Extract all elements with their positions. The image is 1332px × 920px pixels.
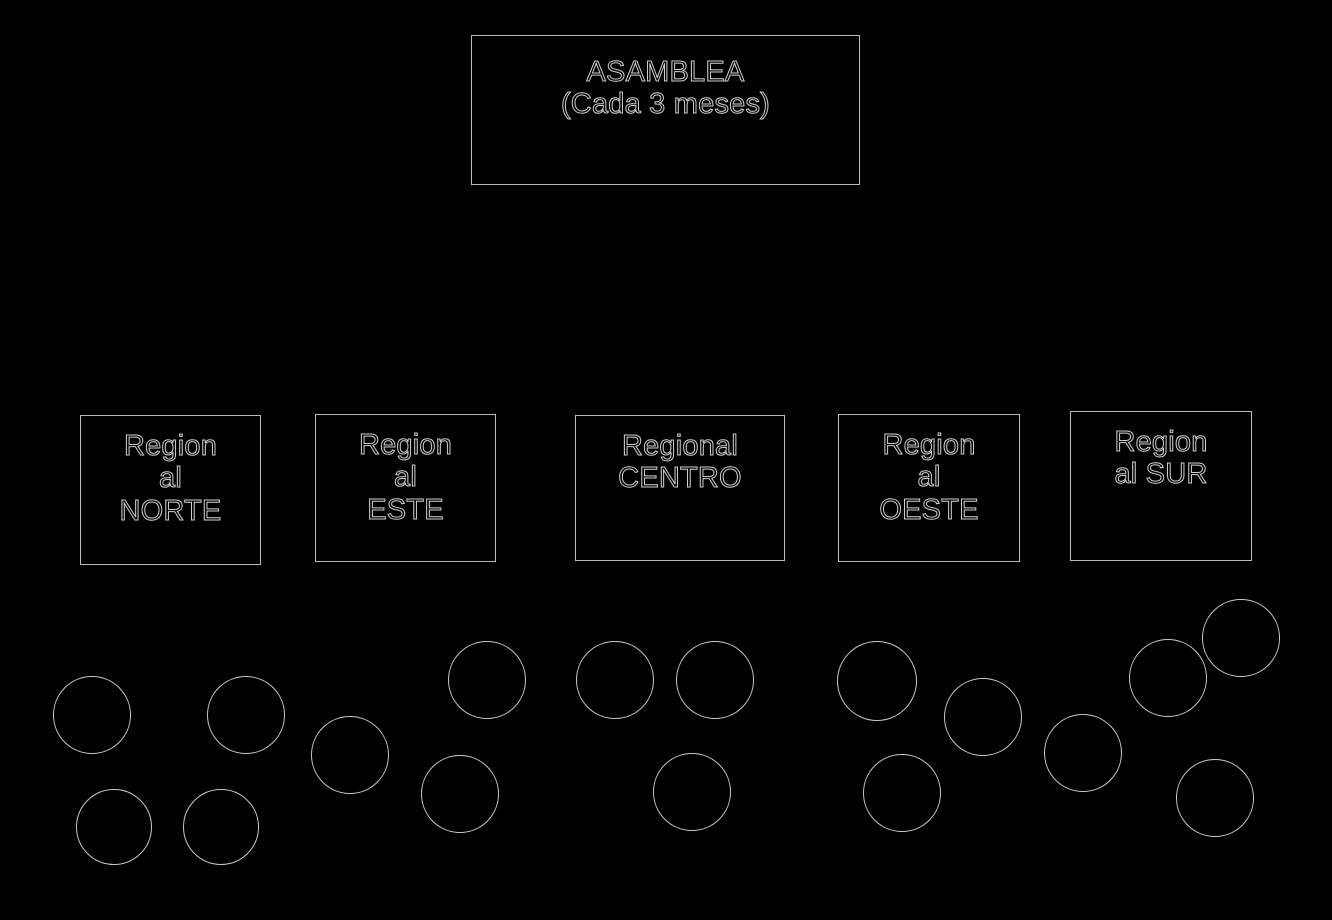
group-sur-circle[interactable] [1044,714,1122,792]
group-sur-circle[interactable] [1176,759,1254,837]
assembly-node-label: ASAMBLEA (Cada 3 meses) [560,56,771,121]
assembly-node[interactable]: ASAMBLEA (Cada 3 meses) [471,35,860,185]
group-norte-circle[interactable] [183,789,259,865]
regional-node-este[interactable]: Region al ESTE [315,414,496,562]
regional-node-label-sur: Region al SUR [1114,426,1208,491]
group-norte-circle[interactable] [76,789,152,865]
group-oeste-circle[interactable] [837,641,917,721]
regional-node-label-norte: Region al NORTE [119,429,222,527]
group-norte-circle[interactable] [53,676,131,754]
regional-node-label-este: Region al ESTE [358,428,453,526]
group-centro-circle[interactable] [653,753,731,831]
group-oeste-circle[interactable] [863,754,941,832]
regional-node-norte[interactable]: Region al NORTE [80,415,261,565]
group-norte-circle[interactable] [207,676,285,754]
regional-node-oeste[interactable]: Region al OESTE [838,414,1020,562]
regional-node-centro[interactable]: Regional CENTRO [575,415,785,561]
group-sur-circle[interactable] [1129,639,1207,717]
regional-node-label-oeste: Region al OESTE [879,428,979,526]
group-centro-circle[interactable] [676,641,754,719]
group-centro-circle[interactable] [576,641,654,719]
group-sur-circle[interactable] [1202,599,1280,677]
regional-node-label-centro: Regional CENTRO [618,430,742,495]
group-este-circle[interactable] [311,716,389,794]
group-este-circle[interactable] [421,755,499,833]
regional-node-sur[interactable]: Region al SUR [1070,411,1252,561]
group-este-circle[interactable] [448,641,526,719]
group-oeste-circle[interactable] [944,678,1022,756]
